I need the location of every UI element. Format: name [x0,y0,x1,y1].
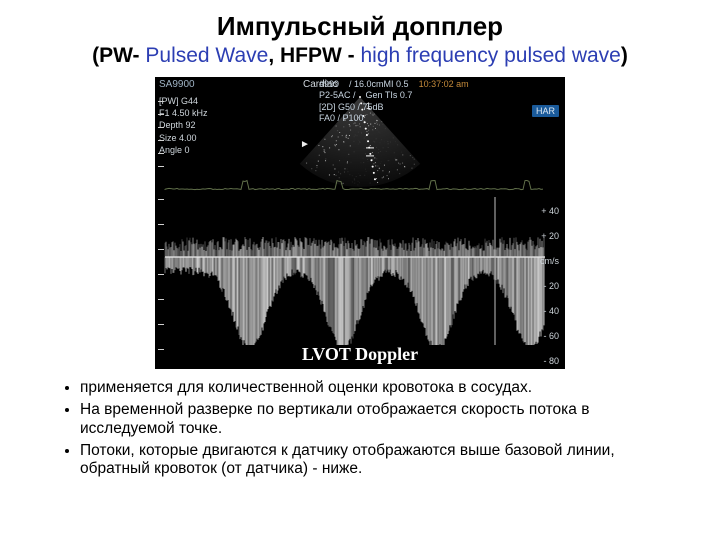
lvot-label: LVOT Doppler [155,344,565,365]
title-line1: Импульсный допплер [36,12,684,42]
slide: Импульсный допплер (PW- Pulsed Wave, HFP… [0,0,720,540]
li-5: Angle 0 [159,144,208,156]
topbar: #999 / 16.0cmMI 0.5 10:37:02 am P2-5AC / Ge… [315,77,565,126]
tb-r1a: #999 [319,79,339,90]
yl-3: - 20 [540,282,559,307]
bullet-item: На временной разверке по вертикали отобр… [80,401,684,438]
bullet-item: Потоки, которые двигаются к датчику отоб… [80,442,684,479]
title-l2-d: - [348,44,361,67]
har-badge: HAR [532,105,559,117]
title-l2-b: Pulsed Wave [145,44,268,67]
tb-r2a: P2-5AC / [319,90,356,101]
li-1: [PW] G44 [159,95,208,107]
tb-r2b: Gen TIs 0.7 [366,90,413,101]
ultrasound-wrap: ► 1 SA9900 Cardiac #999/ 16.0cmMI 0.510:… [36,77,684,369]
bullet-list: применяется для количественной оценки кр… [36,379,684,478]
yl-1: + 20 [540,232,559,257]
machine-model: SA9900 [159,79,195,90]
tb-time: 10:37:02 am [419,79,469,90]
yl-4: - 40 [540,307,559,332]
li-4: Size 4.00 [159,132,208,144]
tb-r3a: [2D] G50 / 75dB [319,102,384,113]
title-l2-e: high frequency pulsed wave [361,44,621,67]
title-l2-a: (PW- [92,44,145,67]
title-l2-f: ) [621,44,628,67]
left-info: [PW] G44 F1 4.50 kHz Depth 92 Size 4.00 … [159,95,208,156]
yl-0: + 40 [540,207,559,232]
title-line2: (PW- Pulsed Wave, HFPW - high frequency … [36,42,684,69]
slide-title: Импульсный допплер (PW- Pulsed Wave, HFP… [36,12,684,69]
bullet-item: применяется для количественной оценки кр… [80,379,684,397]
tb-r3b: FA0 / P100 [319,113,364,124]
ultrasound-display: ► 1 SA9900 Cardiac #999/ 16.0cmMI 0.510:… [155,77,565,369]
title-l2-c: , HFPW [268,44,347,67]
yl-2: cm/s [540,257,559,282]
tb-r1b: / 16.0cmMI 0.5 [349,79,409,90]
li-3: Depth 92 [159,119,208,131]
li-2: F1 4.50 kHz [159,107,208,119]
sector-ticks [158,101,164,179]
svg-text:►: ► [300,139,310,150]
